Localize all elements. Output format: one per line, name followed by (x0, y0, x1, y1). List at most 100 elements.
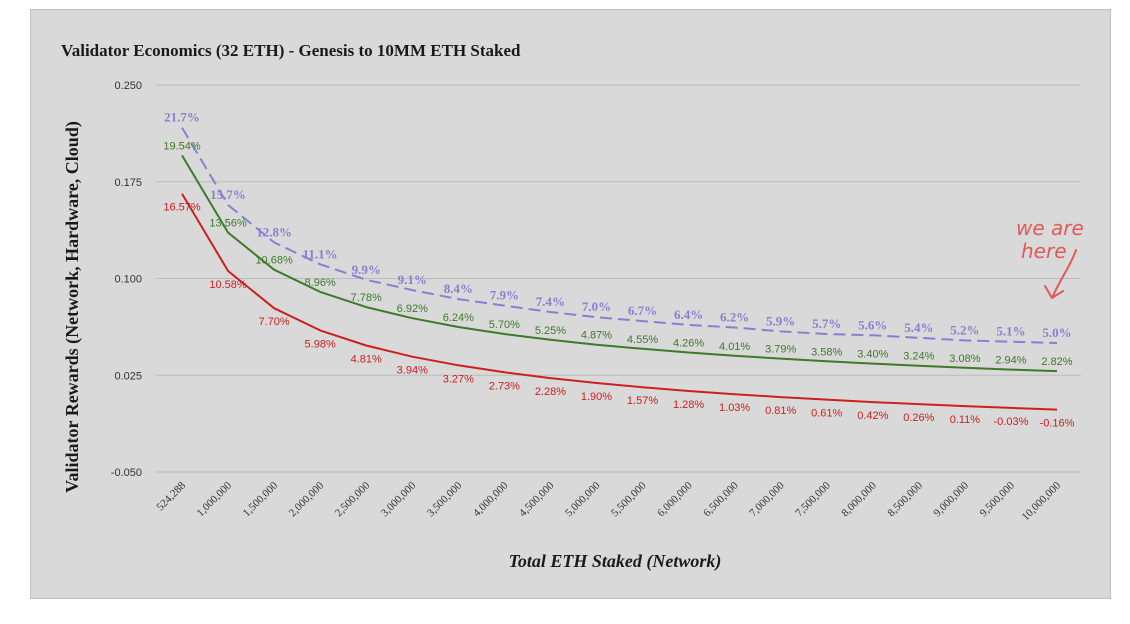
data-label-hardware: 6.92% (397, 303, 428, 315)
annotation-line1: we are (1016, 216, 1084, 240)
y-axis-ticks: 0.250 0.175 0.100 0.025 -0.050 (111, 80, 142, 479)
data-label-network: 5.1% (996, 324, 1025, 339)
data-label-cloud: 3.94% (397, 365, 428, 377)
x-tick-label: 3,500,000 (425, 479, 465, 519)
x-tick-label: 3,000,000 (379, 479, 419, 519)
x-tick-label: 7,000,000 (747, 479, 787, 519)
data-label-cloud: 10.58% (209, 279, 247, 291)
data-label-hardware: 13.56% (209, 218, 247, 230)
data-label-hardware: 7.78% (351, 292, 382, 304)
series-lines (181, 127, 1058, 411)
x-tick-label: 4,500,000 (517, 479, 557, 519)
data-label-cloud: 7.70% (259, 316, 290, 328)
x-axis-label: Total ETH Staked (Network) (509, 551, 722, 572)
chart-title: Validator Economics (32 ETH) - Genesis t… (61, 41, 521, 60)
data-label-hardware: 2.82% (1041, 356, 1072, 368)
x-tick-label: 6,500,000 (701, 479, 741, 519)
series-line-hardware (181, 154, 1058, 373)
x-axis-ticks: 524,288 1,000,000 1,500,000 2,000,000 2,500,… (154, 479, 1063, 523)
data-label-network: 6.7% (628, 303, 657, 318)
x-tick-label: 8,500,000 (885, 479, 925, 519)
data-label-network: 9.9% (352, 262, 381, 277)
data-label-cloud: 2.73% (489, 380, 520, 392)
data-label-hardware: 6.24% (443, 312, 474, 324)
x-tick-label: 10,000,000 (1020, 479, 1064, 523)
x-tick-label: 2,500,000 (333, 479, 373, 519)
data-label-network: 6.4% (674, 307, 703, 322)
chart: Validator Economics (32 ETH) - Genesis t… (61, 41, 1084, 572)
data-label-network: 9.1% (398, 272, 427, 287)
x-tick-label: 9,000,000 (931, 479, 971, 519)
data-label-hardware: 2.94% (995, 355, 1026, 367)
data-label-network: 5.4% (904, 320, 933, 335)
data-label-cloud: 16.57% (163, 202, 201, 214)
data-label-cloud: -0.03% (994, 416, 1029, 428)
data-label-network: 11.1% (303, 246, 338, 261)
data-label-hardware: 3.24% (903, 351, 934, 363)
x-tick-label: 8,000,000 (839, 479, 879, 519)
data-label-network: 5.7% (812, 316, 841, 331)
data-labels: 21.7% 15.7% 12.8% 11.1% 9.9% 9.1% 8.4% 7.9% 7.4%… (163, 110, 1074, 430)
data-label-hardware: 10.68% (255, 255, 293, 267)
x-tick-label: 7,500,000 (793, 479, 833, 519)
data-label-cloud: -0.16% (1040, 418, 1075, 430)
data-label-hardware: 8.96% (305, 277, 336, 289)
data-label-network: 6.2% (720, 310, 749, 325)
data-label-network: 21.7% (164, 110, 200, 125)
data-label-network: 15.7% (210, 187, 246, 202)
data-label-network: 7.9% (490, 288, 519, 303)
data-label-hardware: 5.70% (489, 319, 520, 331)
annotation-line2: here (1021, 239, 1067, 263)
data-label-cloud: 1.03% (719, 402, 750, 414)
x-tick-label: 4,000,000 (471, 479, 511, 519)
x-tick-label: 5,000,000 (563, 479, 603, 519)
data-label-hardware: 5.25% (535, 325, 566, 337)
data-label-hardware: 3.79% (765, 344, 796, 356)
data-label-network: 5.2% (950, 322, 979, 337)
data-label-hardware: 19.54% (163, 140, 201, 152)
data-label-cloud: 3.27% (443, 373, 474, 385)
data-label-cloud: 1.90% (581, 391, 612, 403)
y-tick-label: 0.025 (114, 370, 142, 382)
x-tick-label: 9,500,000 (977, 479, 1017, 519)
data-label-hardware: 3.08% (949, 353, 980, 365)
data-label-hardware: 3.58% (811, 346, 842, 358)
data-label-network: 5.9% (766, 313, 795, 328)
data-label-hardware: 4.01% (719, 341, 750, 353)
y-tick-label: 0.250 (114, 80, 142, 92)
data-label-network: 7.0% (582, 299, 611, 314)
data-label-hardware: 4.87% (581, 330, 612, 342)
data-label-cloud: 5.98% (305, 338, 336, 350)
data-label-cloud: 2.28% (535, 386, 566, 398)
data-label-cloud: 0.61% (811, 408, 842, 420)
data-label-cloud: 0.81% (765, 405, 796, 417)
annotation-arrow-icon (1044, 249, 1077, 299)
series-line-network (181, 127, 1058, 344)
x-tick-label: 1,000,000 (195, 479, 235, 519)
data-label-cloud: 0.11% (950, 414, 981, 426)
data-label-hardware: 3.40% (857, 349, 888, 361)
y-axis-label: Validator Rewards (Network, Hardware, Cl… (62, 121, 83, 493)
y-tick-label: 0.175 (114, 177, 142, 189)
x-tick-label: 6,000,000 (655, 479, 695, 519)
y-tick-label: -0.050 (111, 467, 142, 479)
data-label-cloud: 1.28% (673, 399, 704, 411)
x-tick-label: 1,500,000 (241, 479, 281, 519)
data-label-network: 5.0% (1042, 325, 1071, 340)
x-tick-label: 2,000,000 (287, 479, 327, 519)
x-tick-label: 5,500,000 (609, 479, 649, 519)
we-are-here-annotation: we are here (1016, 216, 1084, 299)
data-label-cloud: 0.26% (903, 412, 934, 424)
y-tick-label: 0.100 (114, 274, 142, 286)
chart-frame: Validator Economics (32 ETH) - Genesis t… (30, 9, 1111, 599)
series-line-cloud (181, 193, 1058, 411)
data-label-network: 5.6% (858, 317, 887, 332)
data-label-hardware: 4.26% (673, 338, 704, 350)
data-label-cloud: 1.57% (627, 395, 658, 407)
gridlines (156, 84, 1081, 473)
data-label-network: 8.4% (444, 281, 473, 296)
x-tick-label: 524,288 (154, 479, 188, 513)
data-label-hardware: 4.55% (627, 334, 658, 346)
data-label-network: 7.4% (536, 294, 565, 309)
data-label-cloud: 0.42% (857, 410, 888, 422)
